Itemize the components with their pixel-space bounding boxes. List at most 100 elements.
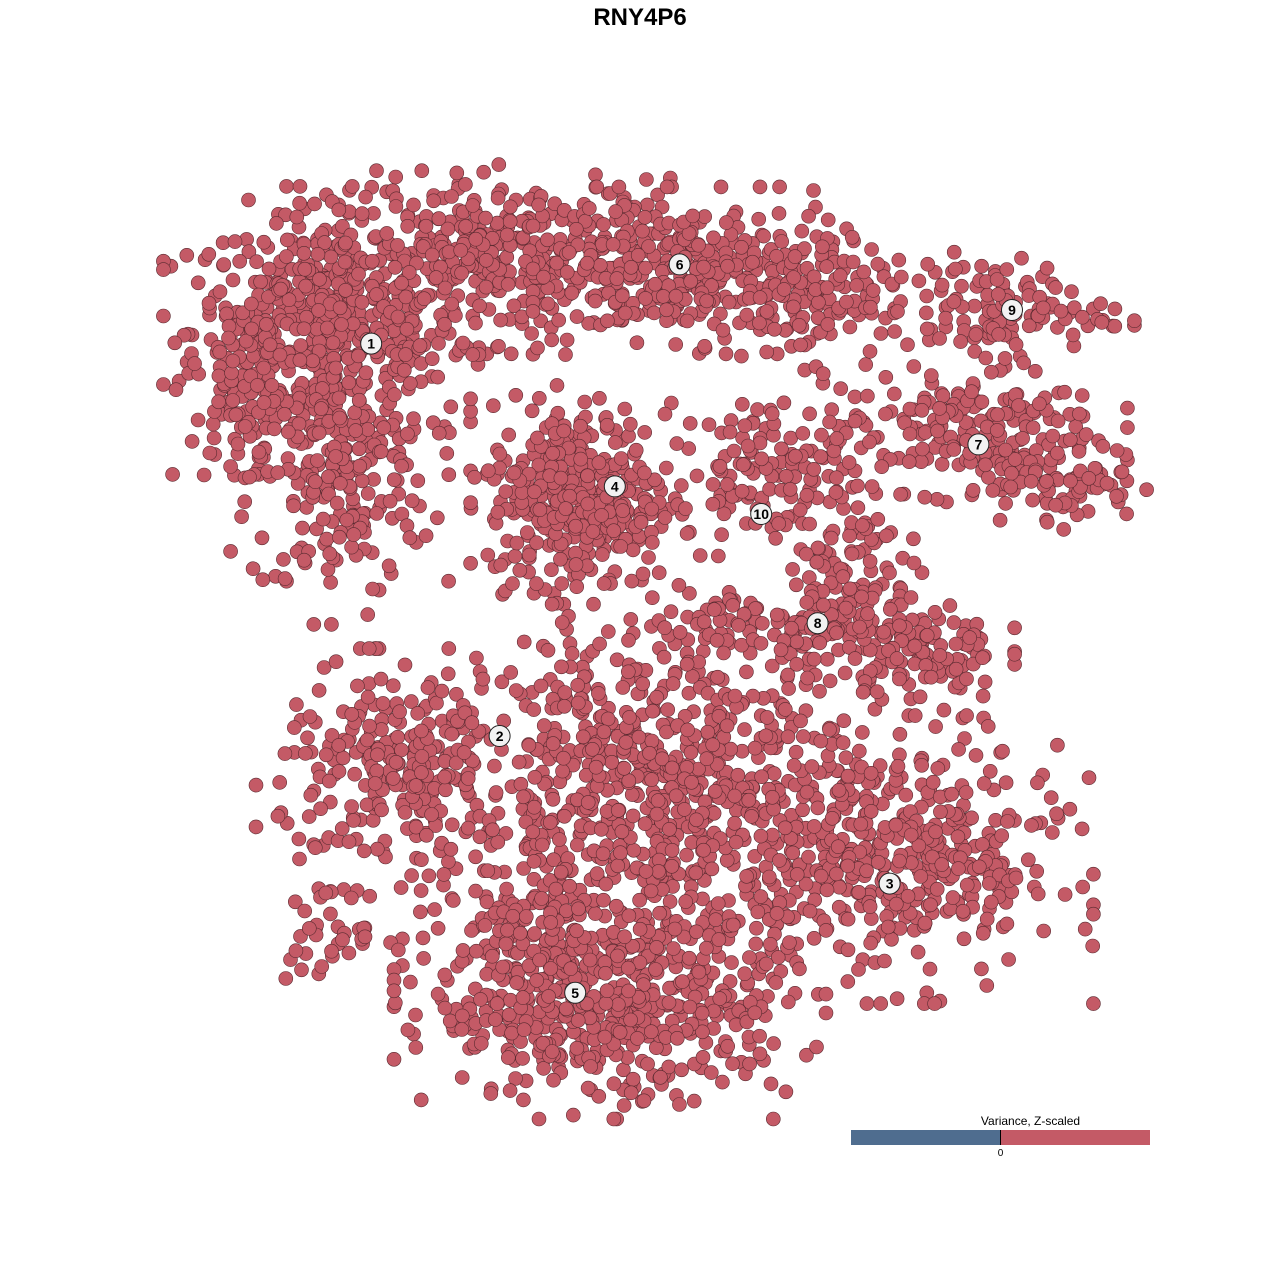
data-point [691, 964, 707, 980]
data-point [752, 435, 768, 451]
data-point [335, 932, 350, 948]
data-point [838, 600, 854, 616]
data-point [1077, 921, 1093, 937]
data-point [804, 759, 820, 774]
data-point [596, 724, 612, 740]
data-point [453, 243, 469, 258]
data-point [490, 504, 506, 520]
data-point [272, 775, 288, 790]
data-point [739, 664, 754, 680]
data-point [503, 199, 518, 215]
data-point [292, 179, 308, 194]
data-point [545, 791, 561, 807]
data-point [657, 620, 673, 636]
data-point [307, 196, 322, 212]
data-point [211, 394, 226, 410]
data-point [880, 919, 896, 935]
legend-positive-segment [1000, 1130, 1150, 1145]
data-point [444, 296, 460, 312]
data-point [622, 416, 638, 432]
data-point [573, 451, 589, 467]
data-point [813, 733, 829, 749]
data-point [332, 476, 348, 491]
data-point [800, 670, 815, 686]
data-point [766, 766, 782, 781]
data-point [651, 864, 666, 879]
data-point [951, 742, 966, 757]
data-point [398, 347, 413, 362]
data-point [1086, 906, 1101, 922]
data-point [977, 674, 993, 690]
data-point [438, 782, 453, 798]
data-point [772, 853, 787, 868]
data-point [766, 1036, 781, 1051]
data-point [443, 399, 459, 415]
data-point [379, 226, 395, 241]
data-point [802, 903, 818, 919]
data-point [768, 530, 783, 546]
data-point [806, 269, 822, 285]
data-point [341, 945, 357, 961]
data-point [964, 384, 979, 400]
data-point [201, 247, 217, 262]
data-point [331, 764, 347, 779]
data-point [847, 413, 863, 429]
legend-negative-segment [851, 1130, 1001, 1145]
data-point [637, 210, 653, 225]
data-point [343, 890, 359, 906]
data-point [201, 295, 217, 311]
data-point [480, 463, 496, 479]
data-point [903, 590, 919, 605]
data-point [837, 665, 853, 681]
data-point [719, 852, 735, 868]
data-point [752, 290, 768, 305]
data-point [315, 511, 331, 527]
data-point [431, 425, 447, 441]
data-point [886, 386, 902, 402]
data-point [610, 803, 626, 818]
data-point [586, 596, 601, 612]
data-point [854, 725, 870, 740]
data-point [754, 616, 770, 631]
data-point [809, 554, 825, 570]
data-point [791, 317, 807, 333]
data-point [455, 335, 471, 351]
data-point [870, 854, 886, 870]
data-point [985, 483, 1001, 498]
data-point [400, 1022, 416, 1038]
data-point [818, 923, 834, 938]
data-point [1048, 280, 1063, 295]
data-point [759, 304, 775, 319]
data-point [414, 852, 429, 868]
data-point [955, 903, 971, 919]
data-point [348, 423, 364, 438]
data-point [596, 217, 611, 232]
data-point [487, 758, 502, 774]
data-point [568, 557, 584, 572]
data-point [1086, 996, 1101, 1011]
data-point [440, 666, 456, 682]
data-point [1139, 482, 1154, 498]
data-point [168, 382, 184, 398]
data-point [829, 625, 844, 641]
data-point [534, 837, 550, 853]
data-point [689, 468, 705, 484]
data-point [851, 743, 867, 759]
data-point [707, 783, 723, 799]
data-point [696, 614, 712, 630]
data-point [649, 689, 665, 705]
data-point [413, 883, 429, 898]
data-point [556, 750, 571, 766]
data-point [605, 237, 621, 252]
data-point [762, 936, 778, 952]
data-point [568, 518, 584, 534]
data-point [695, 1050, 711, 1065]
data-point [685, 208, 701, 224]
data-point [525, 304, 541, 319]
data-point [307, 474, 323, 490]
data-point [705, 496, 721, 512]
data-point [526, 854, 542, 869]
data-point [525, 824, 541, 840]
data-point [397, 805, 413, 820]
cluster-label-7: 7 [967, 433, 990, 456]
